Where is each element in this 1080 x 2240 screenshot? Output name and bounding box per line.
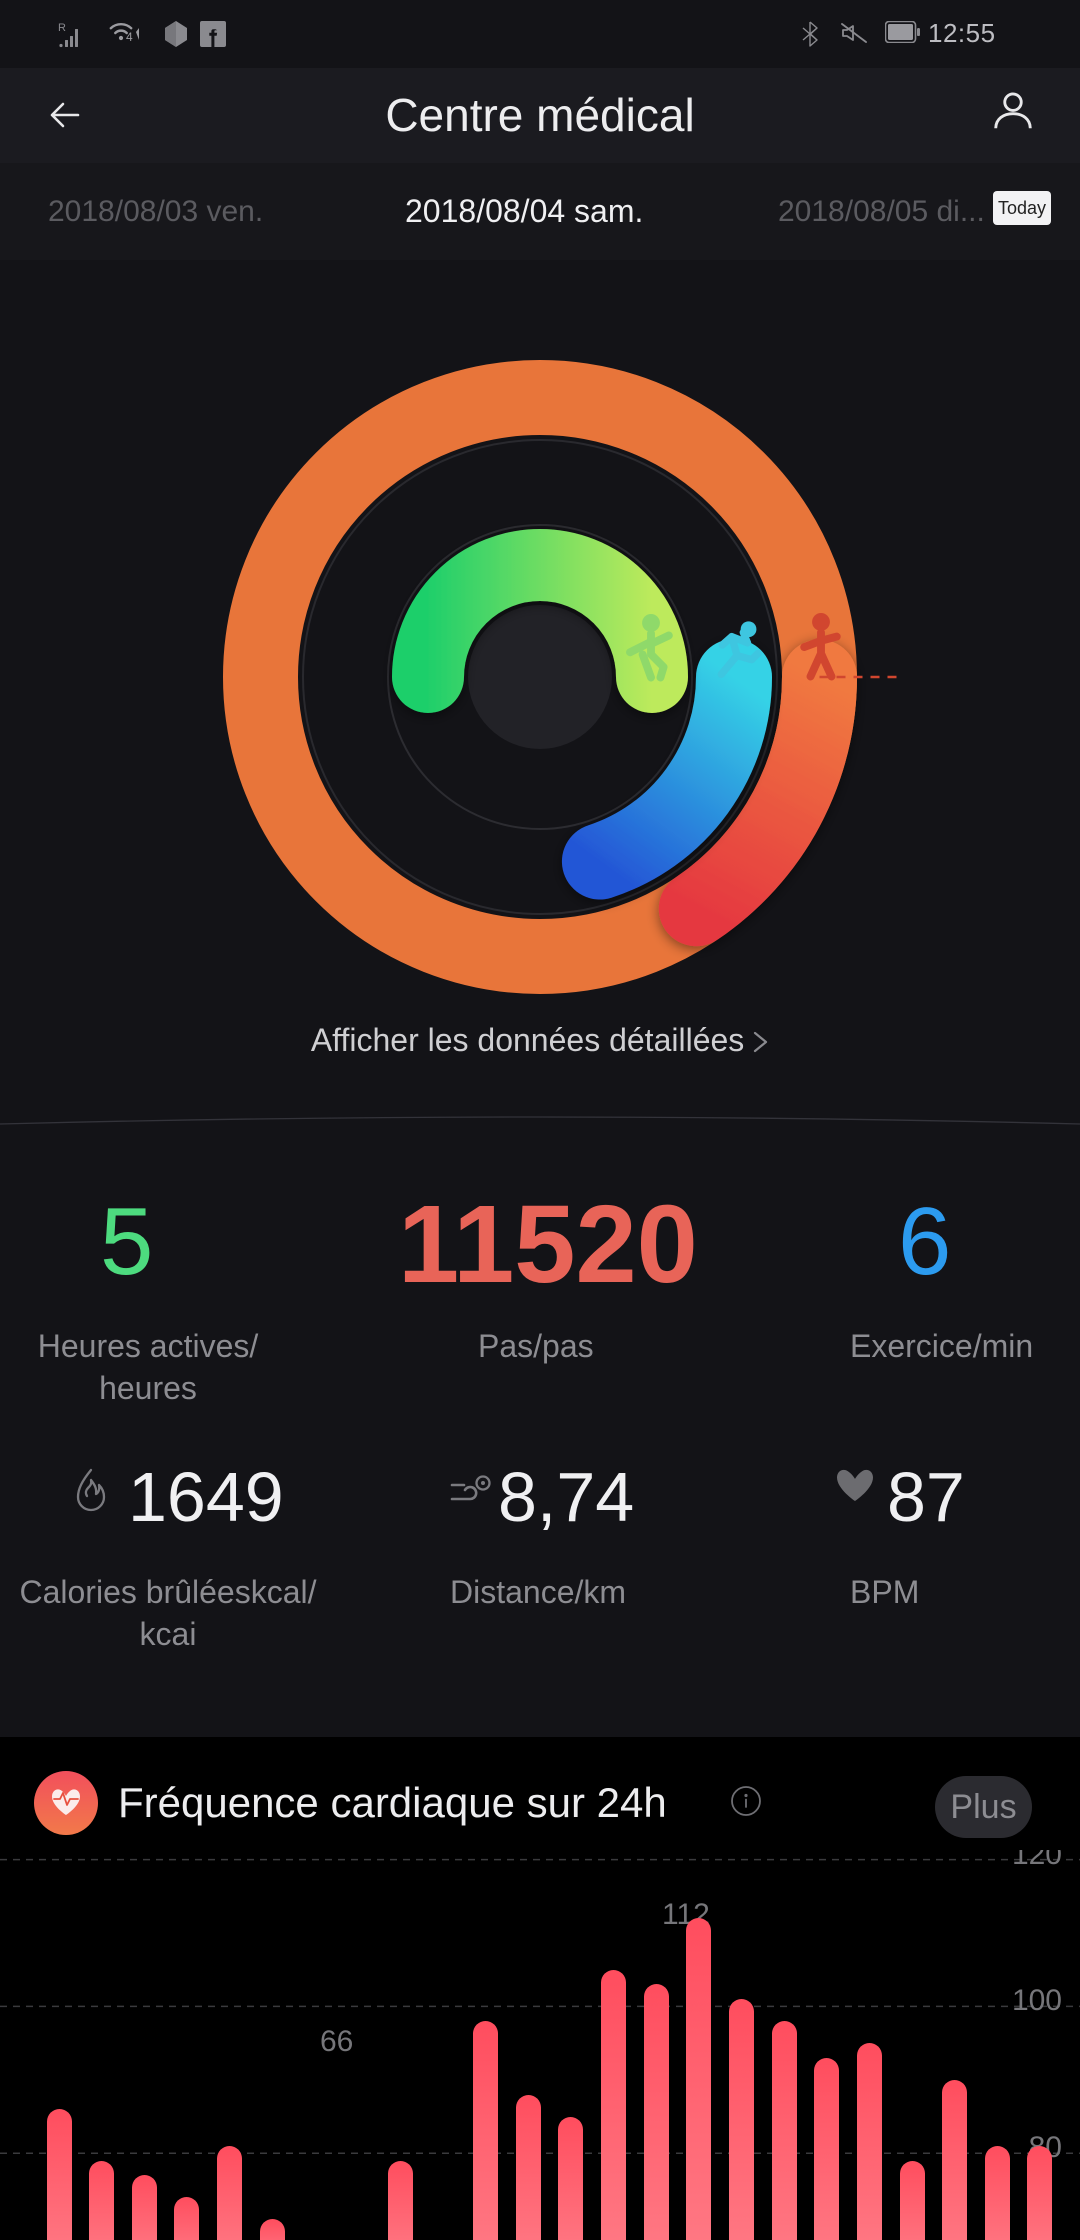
- svg-text:4: 4: [126, 30, 133, 44]
- svg-text:R: R: [58, 22, 66, 34]
